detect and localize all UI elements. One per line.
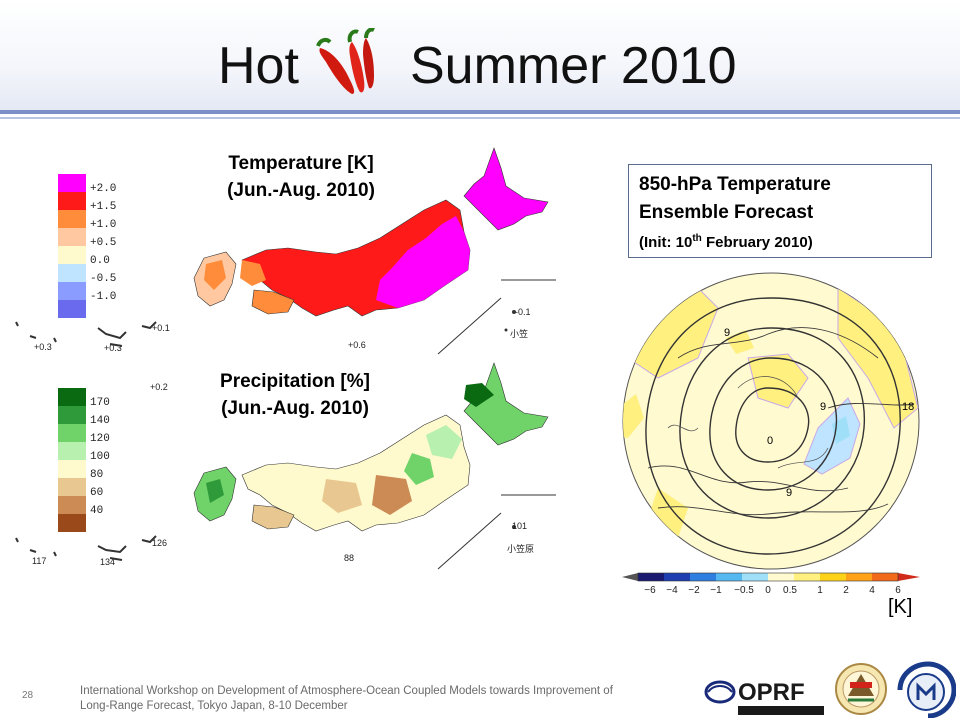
colorbar-tick: 2 [843, 585, 849, 596]
colorbar-tick: −0.5 [734, 585, 754, 596]
colorbar-tick: 4 [869, 585, 875, 596]
temperature-annotation: +0.3 [104, 343, 122, 353]
colorbar-tick: −6 [644, 585, 656, 596]
forecast-colorbar: −6 −4 −2 −1 −0.5 0 0.5 1 2 4 6 [622, 572, 920, 596]
page-number: 28 [22, 690, 34, 701]
temperature-annotation: -0.1 [515, 307, 531, 317]
precipitation-map-title: Precipitation [%] (Jun.-Aug. 2010) [220, 371, 370, 419]
title-rule [0, 110, 960, 114]
oprf-logo: OPRF [704, 679, 824, 715]
footer-text: International Workshop on Development of… [80, 685, 613, 712]
title-rule-thin [0, 117, 960, 119]
temperature-annotation: 小笠 [510, 329, 529, 339]
precipitation-annotation: 134 [100, 557, 116, 567]
contour-label: 9 [786, 487, 792, 499]
title-word-hot: Hot [218, 37, 299, 95]
precipitation-annotation: 小笠原 [507, 544, 535, 554]
temperature-annotation: +0.2 [150, 382, 168, 392]
colorbar-tick: −4 [666, 585, 678, 596]
chili-pepper-icon [316, 28, 375, 94]
title-word-summer: Summer 2010 [410, 37, 737, 95]
colorbar-tick: 0.5 [783, 585, 797, 596]
forecast-init-date: (Init: 10th February 2010) [639, 233, 813, 251]
polar-temperature-forecast-map: 9 9 0 9 18 [622, 272, 920, 570]
colorbar-tick: 0 [765, 585, 771, 596]
jamstec-logo [897, 661, 956, 718]
colorbar-tick: −1 [710, 585, 722, 596]
mri-seal-logo [835, 663, 887, 715]
contour-label: 9 [820, 401, 826, 413]
slide-title: Hot Summer 2010 [0, 28, 960, 108]
colorbar-tick: 6 [895, 585, 901, 596]
forecast-caption-box: 850-hPa Temperature Ensemble Forecast (I… [628, 164, 932, 258]
contour-label: 0 [767, 435, 773, 447]
temperature-map [193, 147, 556, 355]
precipitation-annotation: 126 [152, 538, 168, 548]
precipitation-annotation: 101 [512, 521, 528, 531]
title-bar [0, 0, 960, 112]
contour-label: 18 [902, 401, 914, 413]
precipitation-annotation: 117 [32, 556, 47, 566]
temperature-map-title: Temperature [K] (Jun.-Aug. 2010) [227, 153, 375, 201]
temperature-annotation: +0.1 [152, 323, 170, 333]
precipitation-map [193, 362, 556, 570]
temperature-annotation: +0.3 [34, 342, 52, 352]
oprf-logo-text: OPRF [738, 679, 805, 706]
colorbar-tick: 1 [817, 585, 823, 596]
contour-label: 9 [724, 327, 730, 339]
temperature-annotation: +0.6 [348, 340, 366, 350]
colorbar-tick: −2 [688, 585, 700, 596]
precipitation-annotation: 88 [344, 553, 355, 563]
colorbar-unit: [K] [888, 596, 913, 618]
southern-islands [15, 535, 157, 561]
southern-islands [15, 321, 157, 347]
